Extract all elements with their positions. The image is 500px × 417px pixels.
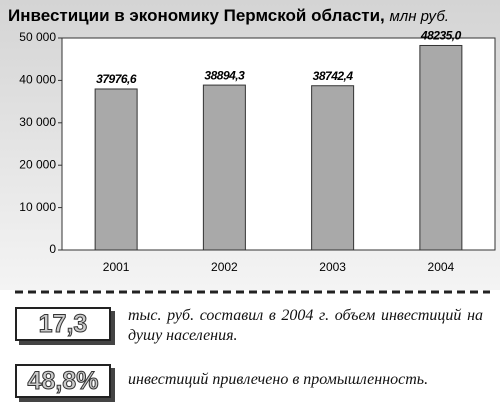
x-tick-label: 2002 <box>211 260 238 274</box>
value-label: 37976,6 <box>96 72 137 86</box>
value-label: 38742,4 <box>313 69 354 83</box>
value-label: 48235,0 <box>420 29 462 43</box>
x-tick-label: 2003 <box>319 260 346 274</box>
y-tick-label: 0 <box>49 242 56 256</box>
value-label: 38894,3 <box>204 68 245 82</box>
bar <box>311 85 355 251</box>
bar <box>419 44 463 251</box>
x-tick-label: 2001 <box>103 260 130 274</box>
y-tick-label: 20 000 <box>19 157 56 171</box>
y-tick-label: 40 000 <box>19 73 56 87</box>
fact-text: инвестиций привлечено в промышленность. <box>128 371 429 388</box>
subtitle: млн руб. <box>390 8 449 25</box>
chart-title: Инвестиции в экономику Пермской области,… <box>8 6 449 25</box>
title: Инвестиции в экономику Пермской области, <box>8 6 385 25</box>
x-tick-label: 2004 <box>428 260 455 274</box>
chart: Инвестиции в экономику Пермской области,… <box>0 0 500 290</box>
y-tick-label: 30 000 <box>19 115 56 129</box>
bar <box>94 88 138 251</box>
fact-value: 48,8% <box>15 364 111 398</box>
y-tick-label: 50 000 <box>19 30 56 44</box>
fact-text: тыс. руб. составил в 2004 г. объем инвес… <box>128 307 483 344</box>
bar <box>202 84 246 251</box>
y-tick-label: 10 000 <box>19 200 56 214</box>
fact-value: 17,3 <box>15 307 111 341</box>
